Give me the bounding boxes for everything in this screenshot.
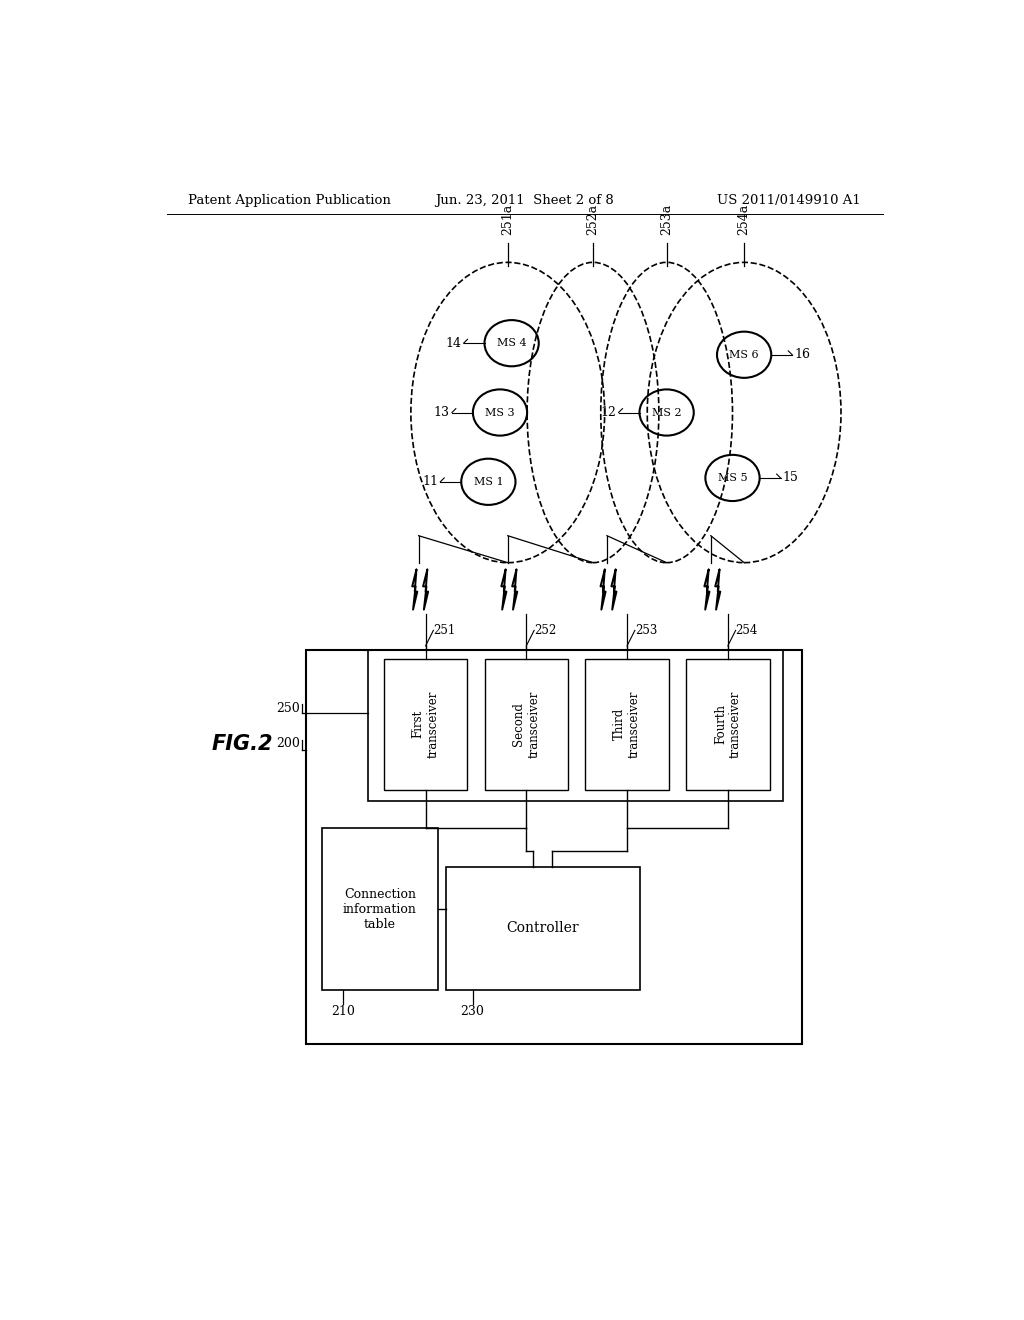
Text: Controller: Controller xyxy=(506,921,579,936)
Text: Second
transceiver: Second transceiver xyxy=(512,690,541,758)
Text: 253: 253 xyxy=(635,624,657,638)
Text: US 2011/0149910 A1: US 2011/0149910 A1 xyxy=(718,194,861,207)
Text: Connection
information
table: Connection information table xyxy=(343,887,417,931)
Text: Fourth
transceiver: Fourth transceiver xyxy=(714,690,741,758)
Bar xyxy=(369,649,783,801)
Text: 13: 13 xyxy=(433,407,450,418)
Text: 252a: 252a xyxy=(587,205,599,235)
Bar xyxy=(586,659,669,789)
Bar xyxy=(384,659,467,789)
Text: 251a: 251a xyxy=(502,205,514,235)
Text: 254a: 254a xyxy=(737,205,751,235)
Text: FIG.2: FIG.2 xyxy=(212,734,273,754)
Text: Third
transceiver: Third transceiver xyxy=(613,690,641,758)
Text: 250: 250 xyxy=(276,702,300,715)
Text: 14: 14 xyxy=(445,337,461,350)
Text: 12: 12 xyxy=(600,407,616,418)
Text: MS 5: MS 5 xyxy=(718,473,748,483)
Text: 11: 11 xyxy=(422,475,438,488)
Bar xyxy=(322,829,438,990)
Text: 252: 252 xyxy=(535,624,556,638)
Text: 230: 230 xyxy=(460,1005,483,1018)
Text: Jun. 23, 2011  Sheet 2 of 8: Jun. 23, 2011 Sheet 2 of 8 xyxy=(435,194,614,207)
Text: First
transceiver: First transceiver xyxy=(412,690,439,758)
Bar xyxy=(445,867,640,990)
Bar xyxy=(686,659,770,789)
Text: MS 3: MS 3 xyxy=(485,408,515,417)
Text: MS 6: MS 6 xyxy=(729,350,759,360)
Text: 253a: 253a xyxy=(660,205,673,235)
Text: 210: 210 xyxy=(331,1005,355,1018)
Text: 254: 254 xyxy=(735,624,758,638)
Text: 251: 251 xyxy=(433,624,456,638)
Text: 16: 16 xyxy=(795,348,811,362)
Bar xyxy=(484,659,568,789)
Text: 15: 15 xyxy=(783,471,799,484)
Text: 200: 200 xyxy=(276,737,300,750)
Text: MS 1: MS 1 xyxy=(473,477,503,487)
Text: MS 4: MS 4 xyxy=(497,338,526,348)
Bar xyxy=(306,649,802,1044)
Text: Patent Application Publication: Patent Application Publication xyxy=(188,194,391,207)
Text: MS 2: MS 2 xyxy=(652,408,681,417)
